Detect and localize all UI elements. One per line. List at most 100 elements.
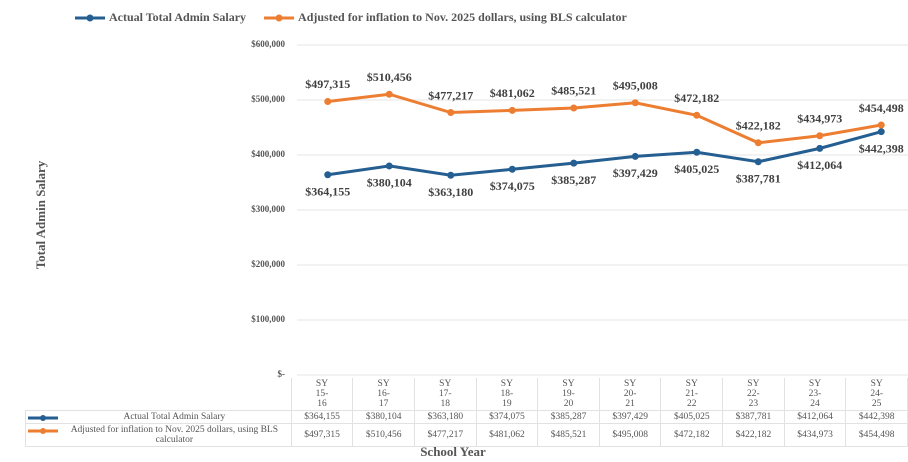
data-label: $495,008 bbox=[613, 78, 658, 92]
data-point bbox=[754, 158, 762, 166]
data-point bbox=[693, 111, 701, 119]
y-tick-label: $200,000 bbox=[251, 259, 285, 269]
table-value-cell: $477,217 bbox=[413, 423, 477, 447]
y-tick-label: $600,000 bbox=[251, 39, 285, 49]
data-label: $385,287 bbox=[551, 173, 596, 187]
data-point bbox=[816, 144, 824, 152]
legend-marker bbox=[275, 14, 283, 22]
data-label: $434,973 bbox=[797, 112, 842, 126]
table-row: Actual Total Admin Salary $364,155 $380,10… bbox=[25, 410, 908, 424]
table-value-cell: $442,398 bbox=[845, 410, 908, 424]
table-value-cell: $385,287 bbox=[537, 410, 600, 424]
table-value-cell: $412,064 bbox=[783, 410, 847, 424]
data-label: $422,182 bbox=[736, 119, 781, 133]
data-point bbox=[754, 139, 762, 147]
legend-marker bbox=[40, 428, 46, 434]
data-point bbox=[324, 97, 332, 105]
data-label: $472,182 bbox=[674, 91, 719, 105]
data-point bbox=[385, 90, 393, 98]
data-label: $481,062 bbox=[490, 86, 535, 100]
category-label: SY 17-18 bbox=[438, 379, 452, 409]
data-point bbox=[877, 121, 885, 129]
table-category-cell: SY 16-17 bbox=[352, 378, 415, 411]
table-series-name: Actual Total Admin Salary bbox=[123, 412, 226, 422]
table-value-cell: $363,180 bbox=[413, 410, 477, 424]
table-value-cell: $422,182 bbox=[722, 423, 785, 447]
data-point bbox=[385, 162, 393, 170]
table-value-cell: $380,104 bbox=[352, 410, 415, 424]
data-label: $387,781 bbox=[736, 171, 781, 185]
category-label: SY 22-23 bbox=[747, 379, 760, 409]
table-category-cell: SY 24-25 bbox=[845, 378, 908, 411]
data-label: $380,104 bbox=[367, 176, 412, 190]
y-tick-label: $100,000 bbox=[251, 314, 285, 324]
table-category-cell: SY 20-21 bbox=[598, 378, 662, 411]
legend-marker bbox=[40, 415, 46, 421]
table-legend-key bbox=[28, 415, 58, 421]
table-value-cell: $387,781 bbox=[722, 410, 785, 424]
table-value-cell: $405,025 bbox=[660, 410, 724, 424]
data-label: $363,180 bbox=[428, 185, 473, 199]
data-point bbox=[447, 171, 455, 179]
data-point bbox=[570, 159, 578, 167]
data-table: SY 15-16 SY 16-17 SY 17-18 SY 18-19 SY 19-20… bbox=[25, 378, 908, 447]
data-label: $497,315 bbox=[305, 77, 350, 91]
y-tick-label: $500,000 bbox=[251, 94, 285, 104]
y-tick-label: $300,000 bbox=[251, 204, 285, 214]
table-value-cell: $497,315 bbox=[290, 423, 354, 447]
data-label: $412,064 bbox=[797, 158, 842, 172]
category-label: SY 18-19 bbox=[500, 379, 514, 409]
data-label: $397,429 bbox=[613, 166, 658, 180]
data-point bbox=[877, 128, 885, 136]
data-point bbox=[631, 99, 639, 107]
data-label: $477,217 bbox=[428, 88, 473, 102]
table-category-cell: SY 22-23 bbox=[722, 378, 785, 411]
data-point bbox=[508, 165, 516, 173]
data-point bbox=[693, 148, 701, 156]
table-category-cell: SY 15-16 bbox=[290, 378, 354, 411]
data-label: $510,456 bbox=[367, 70, 412, 84]
table-header-row: SY 15-16 SY 16-17 SY 17-18 SY 18-19 SY 19-20… bbox=[26, 378, 908, 411]
category-label: SY 20-21 bbox=[623, 379, 637, 409]
legend-item: Adjusted for inflation to Nov. 2025 doll… bbox=[264, 10, 628, 24]
data-label: $454,498 bbox=[859, 101, 904, 115]
legend-marker bbox=[86, 14, 94, 22]
table-series-name: Adjusted for inflation to Nov. 2025 doll… bbox=[70, 425, 279, 445]
category-label: SY 23-24 bbox=[808, 379, 822, 409]
data-point bbox=[447, 109, 455, 117]
category-label: SY 16-17 bbox=[377, 379, 390, 409]
table-series-cell: Adjusted for inflation to Nov. 2025 doll… bbox=[25, 423, 292, 447]
x-axis-title: School Year bbox=[420, 444, 486, 459]
y-tick-label: $- bbox=[278, 369, 286, 379]
table-value-cell: $510,456 bbox=[352, 423, 415, 447]
table-value-cell: $454,498 bbox=[845, 423, 908, 447]
data-point bbox=[631, 152, 639, 160]
series-line bbox=[327, 130, 882, 177]
legend-label: Adjusted for inflation to Nov. 2025 doll… bbox=[298, 10, 627, 24]
category-label: SY 21-22 bbox=[685, 379, 699, 409]
category-label: SY 15-16 bbox=[315, 379, 329, 409]
legend-label: Actual Total Admin Salary bbox=[109, 10, 246, 24]
y-axis-title: Total Admin Salary bbox=[33, 160, 48, 269]
data-point bbox=[816, 132, 824, 140]
table-row: Adjusted for inflation to Nov. 2025 doll… bbox=[25, 423, 908, 447]
table-category-cell: SY 21-22 bbox=[660, 378, 724, 411]
legend-item: Actual Total Admin Salary bbox=[75, 10, 246, 24]
table-value-cell: $481,062 bbox=[475, 423, 539, 447]
table-series-cell: Actual Total Admin Salary bbox=[25, 410, 292, 424]
category-label: SY 24-25 bbox=[870, 379, 883, 409]
table-category-cell: SY 19-20 bbox=[537, 378, 600, 411]
data-label: $405,025 bbox=[674, 162, 719, 176]
series-line bbox=[327, 92, 882, 145]
data-label: $485,521 bbox=[551, 84, 596, 98]
table-value-cell: $495,008 bbox=[598, 423, 662, 447]
table-value-cell: $485,521 bbox=[537, 423, 600, 447]
y-tick-label: $400,000 bbox=[251, 149, 285, 159]
data-point bbox=[570, 104, 578, 112]
table-value-cell: $397,429 bbox=[598, 410, 662, 424]
category-label: SY 19-20 bbox=[562, 379, 575, 409]
data-label: $374,075 bbox=[490, 179, 535, 193]
table-corner bbox=[26, 378, 292, 411]
